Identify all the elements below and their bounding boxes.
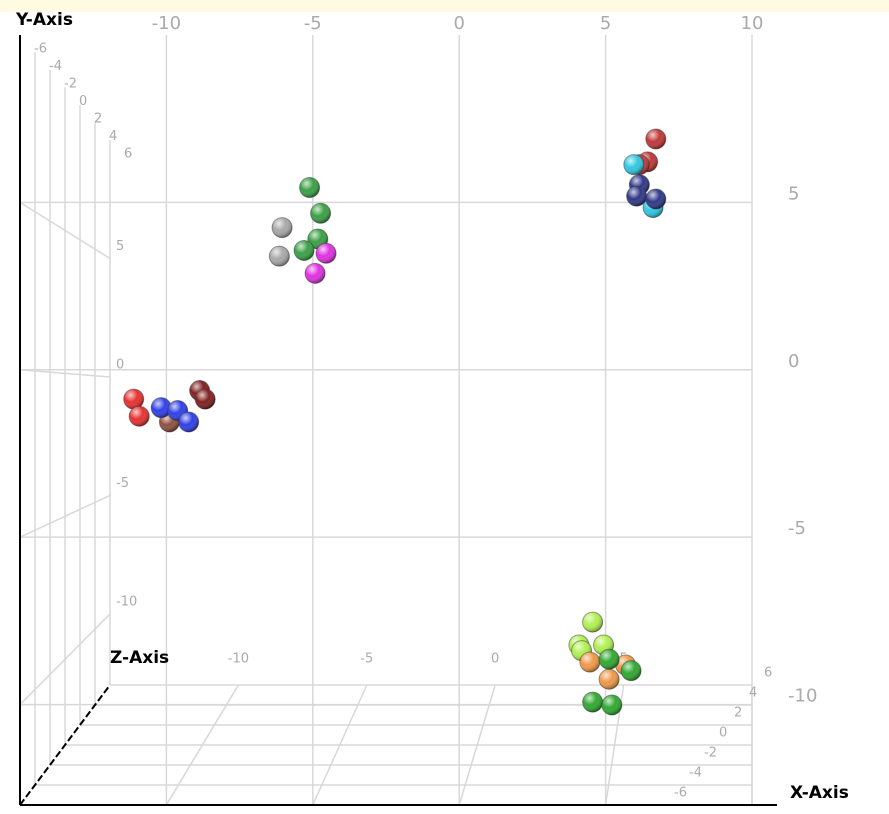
y-tick-label: 0 bbox=[116, 357, 124, 372]
point-shine bbox=[305, 263, 326, 284]
z-tick-label: 6 bbox=[764, 666, 772, 681]
y-axis-title: Y-Axis bbox=[15, 10, 73, 30]
point-shine bbox=[272, 217, 293, 238]
y-tick-label: -10 bbox=[116, 594, 137, 609]
z-tick-label: -4 bbox=[49, 59, 62, 74]
y-tick-label: 0 bbox=[788, 351, 799, 372]
point-shine bbox=[621, 660, 642, 681]
point-shine bbox=[178, 411, 199, 432]
point-shine bbox=[601, 694, 622, 715]
x-tick-label: -10 bbox=[228, 652, 249, 667]
point-shine bbox=[316, 243, 337, 264]
point-shine bbox=[299, 177, 320, 198]
z-axis-line bbox=[19, 684, 111, 806]
x-tick-label: -5 bbox=[360, 652, 373, 667]
z-tick-label: -6 bbox=[674, 786, 687, 801]
point-shine bbox=[645, 188, 666, 209]
point-shine bbox=[599, 669, 620, 690]
point-shine bbox=[599, 649, 620, 670]
grid bbox=[19, 35, 753, 806]
point-shine bbox=[195, 389, 216, 410]
point-shine bbox=[294, 240, 315, 261]
x-tick-label: 0 bbox=[491, 652, 499, 667]
z-tick-label: -6 bbox=[34, 42, 47, 57]
labels: -10-10-5-5005510-10-10-5-50055-6-6-4-4-2… bbox=[34, 13, 817, 801]
point-shine bbox=[582, 612, 603, 633]
point-shine bbox=[623, 154, 644, 175]
z-tick-label: 0 bbox=[79, 94, 87, 109]
x-axis-title: X-Axis bbox=[790, 783, 849, 803]
y-tick-label: -5 bbox=[788, 518, 806, 539]
z-tick-label: -2 bbox=[64, 77, 77, 92]
top-banner bbox=[0, 0, 889, 12]
y-tick-label: -5 bbox=[116, 476, 129, 491]
point-shine bbox=[310, 203, 331, 224]
points bbox=[123, 128, 667, 716]
z-tick-label: 0 bbox=[719, 726, 727, 741]
point-shine bbox=[129, 406, 150, 427]
point-shine bbox=[626, 186, 647, 207]
y-tick-label: -10 bbox=[788, 686, 817, 707]
point-shine bbox=[151, 397, 172, 418]
y-tick-label: 5 bbox=[116, 239, 124, 254]
axes bbox=[19, 35, 777, 806]
z-tick-label: 6 bbox=[124, 147, 132, 162]
point-shine bbox=[579, 652, 600, 673]
z-tick-label: 4 bbox=[749, 686, 757, 701]
point-shine bbox=[123, 389, 144, 410]
z-tick-label: -2 bbox=[704, 746, 717, 761]
x-tick-label: 0 bbox=[453, 13, 464, 34]
z-axis-title: Z-Axis bbox=[110, 648, 169, 668]
point-shine bbox=[645, 128, 666, 149]
point-shine bbox=[269, 246, 290, 267]
point-shine bbox=[582, 692, 603, 713]
z-tick-label: 2 bbox=[94, 112, 102, 127]
x-tick-label: -5 bbox=[304, 13, 322, 34]
z-tick-label: 2 bbox=[734, 706, 742, 721]
x-tick-label: 5 bbox=[600, 13, 611, 34]
z-tick-label: -4 bbox=[689, 766, 702, 781]
x-tick-label: -10 bbox=[152, 13, 181, 34]
y-tick-label: 5 bbox=[788, 183, 799, 204]
x-tick-label: 10 bbox=[741, 13, 764, 34]
z-tick-label: 4 bbox=[109, 129, 117, 144]
